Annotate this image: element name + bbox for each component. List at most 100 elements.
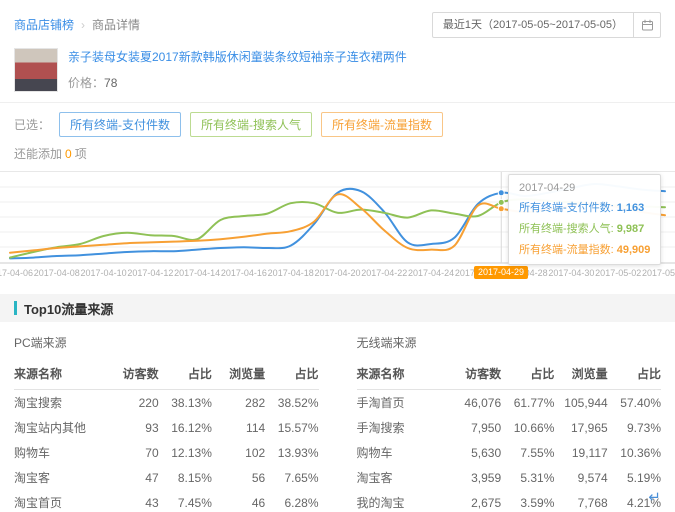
- table-row: 淘宝客 3,959 5.31% 9,574 5.19%: [357, 465, 662, 490]
- cell-value: 9.73%: [626, 420, 661, 435]
- cell-value: 19,117: [571, 445, 608, 460]
- cell-value: 15.57%: [277, 420, 319, 435]
- column-header: 占比: [158, 360, 212, 390]
- tooltip-series-label: 所有终端-流量指数:: [519, 244, 614, 256]
- cell-value: 17,965: [570, 420, 608, 435]
- table-row: 我的淘宝 2,675 3.59% 7,768 4.21%: [357, 490, 662, 512]
- column-header: 浏览量: [554, 360, 608, 390]
- tooltip-row: 所有终端-流量指数: 49,909: [519, 241, 650, 257]
- cell-value: 46: [251, 495, 266, 510]
- section-header: Top10流量来源: [0, 294, 675, 322]
- product-thumbnail[interactable]: [14, 48, 58, 92]
- tooltip-date: 2017-04-29: [519, 182, 576, 194]
- cell-value: 220: [138, 395, 159, 410]
- x-axis-label: 2017-04-16: [220, 268, 267, 278]
- x-axis-label: 2017-05-02: [595, 268, 642, 278]
- cell-source-name: 淘宝客: [356, 471, 393, 485]
- table-row: 购物车 70 12.13% 102 13.93%: [14, 440, 319, 465]
- column-header: 浏览量: [211, 360, 266, 390]
- cell-value: 4.21%: [626, 495, 661, 510]
- product-title[interactable]: 亲子装母女装夏2017新款韩版休闲童装条纹短袖亲子连衣裙两件: [68, 50, 407, 64]
- column-header: 占比: [501, 360, 555, 390]
- product-price: 价格：78: [68, 74, 407, 91]
- cell-value: 105,944: [564, 395, 608, 410]
- cell-source-name: 淘宝首页: [14, 496, 63, 510]
- remaining-metrics-text: 还能添加 0 项: [14, 145, 661, 162]
- x-axis-label: 2017-04-24: [408, 268, 455, 278]
- cell-source-name: 购物车: [14, 446, 51, 460]
- cell-value: 47: [145, 470, 159, 485]
- hover-date-badge: 2017-04-29: [473, 266, 529, 279]
- cell-value: 3,959: [471, 470, 502, 485]
- cell-value: 16.12%: [171, 420, 212, 435]
- return-icon[interactable]: ↵: [648, 489, 661, 506]
- table-row: 购物车 5,630 7.55% 19,117 10.36%: [357, 440, 662, 465]
- x-axis-label: 2017-04-22: [361, 268, 408, 278]
- tooltip-series-label: 所有终端-搜索人气:: [519, 223, 614, 235]
- selected-label: 已选：: [14, 118, 51, 132]
- cell-value: 7.55%: [520, 445, 555, 460]
- table-row: 淘宝站内其他 93 16.12% 114 15.57%: [14, 415, 319, 440]
- filter-tag[interactable]: 所有终端-搜索人气: [190, 112, 313, 137]
- cell-value: 10.66%: [513, 420, 555, 435]
- date-range-picker[interactable]: 最近1天（2017-05-05~2017-05-05）: [431, 12, 661, 38]
- filter-tags: 所有终端-支付件数 所有终端-搜索人气 所有终端-流量指数: [59, 112, 444, 137]
- cell-value: 7,768: [577, 495, 608, 510]
- cell-value: 57.40%: [620, 395, 661, 410]
- cell-value: 56: [251, 470, 266, 485]
- cell-value: 7,950: [471, 420, 502, 435]
- cell-source-name: 淘宝站内其他: [14, 421, 87, 435]
- hover-point-marker: [497, 198, 505, 206]
- x-axis-label: 2017-04-14: [174, 268, 221, 278]
- remain-prefix: 还能添加: [14, 147, 63, 161]
- cell-value: 114: [246, 420, 266, 435]
- tooltip-series-value: 1,163: [616, 202, 645, 214]
- cell-value: 38.52%: [277, 395, 319, 410]
- table-row: 淘宝搜索 220 38.13% 282 38.52%: [14, 390, 319, 416]
- cell-value: 8.15%: [177, 470, 212, 485]
- calendar-icon[interactable]: [633, 13, 660, 37]
- column-header: 来源名称: [14, 360, 106, 390]
- table-row: 淘宝首页 43 7.45% 46 6.28%: [14, 490, 319, 512]
- x-axis-label: 2017-04-10: [80, 268, 127, 278]
- data-table: 来源名称 访客数 占比 浏览量 占比 手淘首页 46,076 61.77% 105,944 57.…: [356, 360, 662, 512]
- chart-tooltip-rows: 所有终端-支付件数: 1,163 所有终端-搜索人气: 9,987 所有终端-流量指数:…: [519, 199, 650, 257]
- column-header: 访客数: [447, 360, 502, 390]
- table-row: 手淘首页 46,076 61.77% 105,944 57.40%: [357, 390, 662, 416]
- product-info: 亲子装母女装夏2017新款韩版休闲童装条纹短袖亲子连衣裙两件 价格：78: [68, 48, 407, 92]
- table-title: PC端来源: [14, 336, 67, 350]
- breadcrumb-separator: ›: [81, 17, 86, 32]
- cell-source-name: 淘宝搜索: [14, 396, 63, 410]
- cell-value: 9,574: [577, 470, 608, 485]
- remain-count: 0: [65, 147, 72, 161]
- section-title: Top10流量来源: [24, 301, 114, 317]
- cell-source-name: 淘宝客: [14, 471, 51, 485]
- filter-tag[interactable]: 所有终端-支付件数: [59, 112, 182, 137]
- tooltip-series-value: 49,909: [616, 244, 651, 256]
- cell-value: 5.31%: [520, 470, 555, 485]
- cell-value: 46,076: [464, 395, 502, 410]
- table-row: 手淘搜索 7,950 10.66% 17,965 9.73%: [357, 415, 662, 440]
- tooltip-series-label: 所有终端-支付件数:: [519, 202, 614, 214]
- breadcrumb-item-shop-rank[interactable]: 商品店铺榜: [14, 18, 75, 32]
- price-value: 78: [104, 76, 118, 90]
- cell-value: 61.77%: [513, 395, 555, 410]
- cell-value: 7.65%: [284, 470, 319, 485]
- cell-value: 102: [245, 445, 266, 460]
- hover-point-marker: [497, 189, 505, 197]
- cell-value: 6.28%: [284, 495, 319, 510]
- tooltip-row: 所有终端-搜索人气: 9,987: [519, 220, 650, 236]
- cell-value: 10.36%: [620, 445, 661, 460]
- x-axis-label: 2017-04-18: [267, 268, 314, 278]
- cell-source-name: 购物车: [356, 446, 393, 460]
- table-row: 淘宝客 47 8.15% 56 7.65%: [14, 465, 319, 490]
- column-header: 访客数: [105, 360, 159, 390]
- filter-tag[interactable]: 所有终端-流量指数: [321, 112, 444, 137]
- section-accent-bar: [14, 301, 17, 315]
- date-range-label: 最近1天（2017-05-05~2017-05-05）: [442, 19, 623, 31]
- x-axis-label: 2017-04-08: [33, 268, 80, 278]
- data-table: 来源名称 访客数 占比 浏览量 占比 淘宝搜索 220 38.13% 282 38.52% 淘宝站内…: [14, 360, 319, 512]
- product-card: 亲子装母女装夏2017新款韩版休闲童装条纹短袖亲子连衣裙两件 价格：78: [14, 48, 661, 92]
- breadcrumb-item-product-detail: 商品详情: [92, 18, 141, 32]
